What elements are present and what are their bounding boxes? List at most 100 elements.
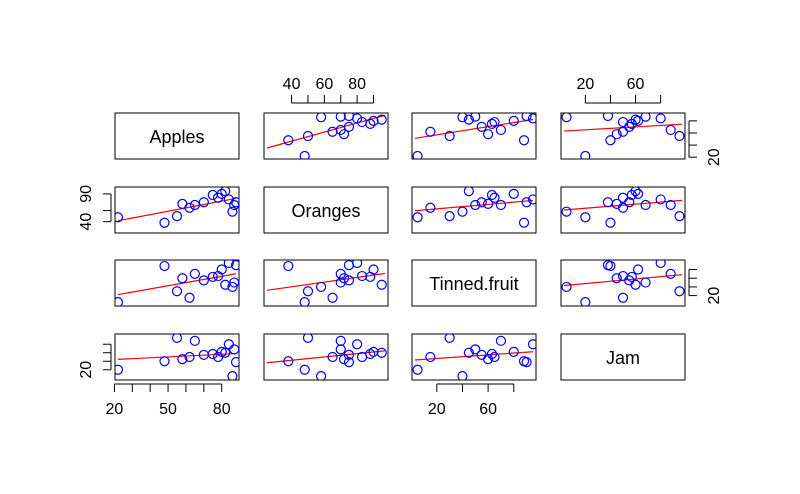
panel-Oranges-vs-Apples	[114, 186, 240, 234]
data-point	[299, 297, 310, 306]
data-point	[356, 270, 368, 282]
data-point	[227, 206, 238, 217]
data-point	[602, 260, 614, 271]
data-point	[189, 199, 200, 211]
data-point	[444, 130, 455, 142]
data-point	[376, 347, 387, 358]
data-point	[617, 270, 629, 282]
data-point	[412, 364, 423, 375]
data-point	[207, 189, 218, 201]
panel-Jam-vs-Tinned.fruit	[411, 333, 537, 381]
data-point	[489, 192, 500, 203]
data-point	[611, 129, 622, 140]
data-point	[605, 135, 616, 146]
axis-Oranges: 40 60 80	[283, 76, 375, 104]
panel-frame	[411, 333, 537, 381]
data-point	[343, 113, 355, 122]
data-point	[508, 188, 519, 199]
data-point	[343, 121, 355, 133]
data-point	[624, 121, 635, 133]
data-point	[227, 371, 238, 380]
axis-Tinned.fruit: 20 60	[428, 383, 515, 418]
data-point	[457, 371, 468, 380]
tick-label: 20	[78, 361, 95, 379]
diagonal-label-Tinned.fruit: Tinned.fruit	[429, 274, 518, 294]
panel-frame	[114, 259, 240, 307]
data-point	[489, 116, 500, 128]
data-point	[518, 135, 530, 146]
data-point	[302, 286, 314, 297]
data-point	[486, 118, 498, 129]
data-point	[230, 357, 239, 368]
data-point	[335, 277, 346, 288]
data-point	[617, 192, 629, 203]
data-point	[343, 357, 355, 368]
panel-frame	[263, 186, 389, 234]
data-point	[476, 197, 487, 208]
data-point	[611, 273, 622, 284]
data-point	[115, 364, 124, 375]
data-point	[159, 356, 170, 367]
axis-Jam_y: 20	[78, 343, 112, 379]
data-point	[343, 349, 355, 360]
data-point	[327, 292, 338, 303]
data-point	[674, 211, 685, 222]
data-point	[521, 197, 532, 208]
tick-label: 60	[627, 76, 645, 93]
data-point	[230, 197, 239, 208]
panel-Jam-vs-Oranges	[263, 333, 389, 381]
data-point	[561, 206, 572, 217]
data-point	[521, 113, 532, 122]
tick-label: 40	[78, 213, 95, 231]
data-point	[230, 260, 239, 271]
data-point	[335, 335, 346, 346]
data-point	[315, 113, 327, 123]
data-point	[283, 135, 294, 146]
data-point	[171, 211, 183, 222]
data-point	[476, 349, 487, 360]
axis-Apples: 20 50 80	[106, 383, 231, 418]
data-point	[527, 194, 536, 205]
data-point	[457, 206, 468, 217]
panel-frame	[560, 186, 686, 234]
data-point	[674, 130, 685, 142]
panel-frame	[560, 112, 686, 160]
data-point	[463, 114, 474, 125]
panel-frame	[263, 259, 389, 307]
tick-label: 60	[315, 76, 333, 93]
panel-Oranges-vs-Tinned.fruit	[411, 186, 537, 234]
data-point	[368, 264, 379, 275]
data-point	[630, 114, 641, 125]
data-point	[486, 348, 498, 360]
panel-frame	[114, 112, 240, 160]
data-point	[630, 279, 641, 290]
data-point	[630, 187, 641, 197]
data-point	[299, 364, 310, 375]
panel-Tinned.fruit-vs-Oranges	[263, 259, 389, 307]
data-point	[189, 268, 200, 279]
diagonal-label-Apples: Apples	[149, 127, 204, 147]
data-point	[223, 260, 234, 269]
data-point	[177, 273, 188, 284]
data-point	[617, 126, 629, 137]
data-point	[229, 344, 239, 355]
data-point	[207, 271, 218, 283]
data-point	[527, 113, 536, 124]
data-point	[412, 150, 423, 159]
data-point	[302, 334, 314, 343]
data-point	[486, 189, 498, 201]
fit-line	[117, 273, 237, 296]
data-point	[159, 260, 170, 272]
data-point	[171, 334, 183, 343]
data-point	[444, 334, 455, 343]
tick-label: 60	[479, 401, 497, 418]
panel-frame	[263, 333, 389, 381]
data-point	[580, 212, 591, 223]
tick-label: 20	[106, 401, 124, 418]
data-point	[115, 297, 124, 306]
data-point	[617, 292, 629, 303]
data-point	[527, 339, 536, 350]
data-point	[335, 344, 346, 355]
data-point	[602, 197, 614, 208]
